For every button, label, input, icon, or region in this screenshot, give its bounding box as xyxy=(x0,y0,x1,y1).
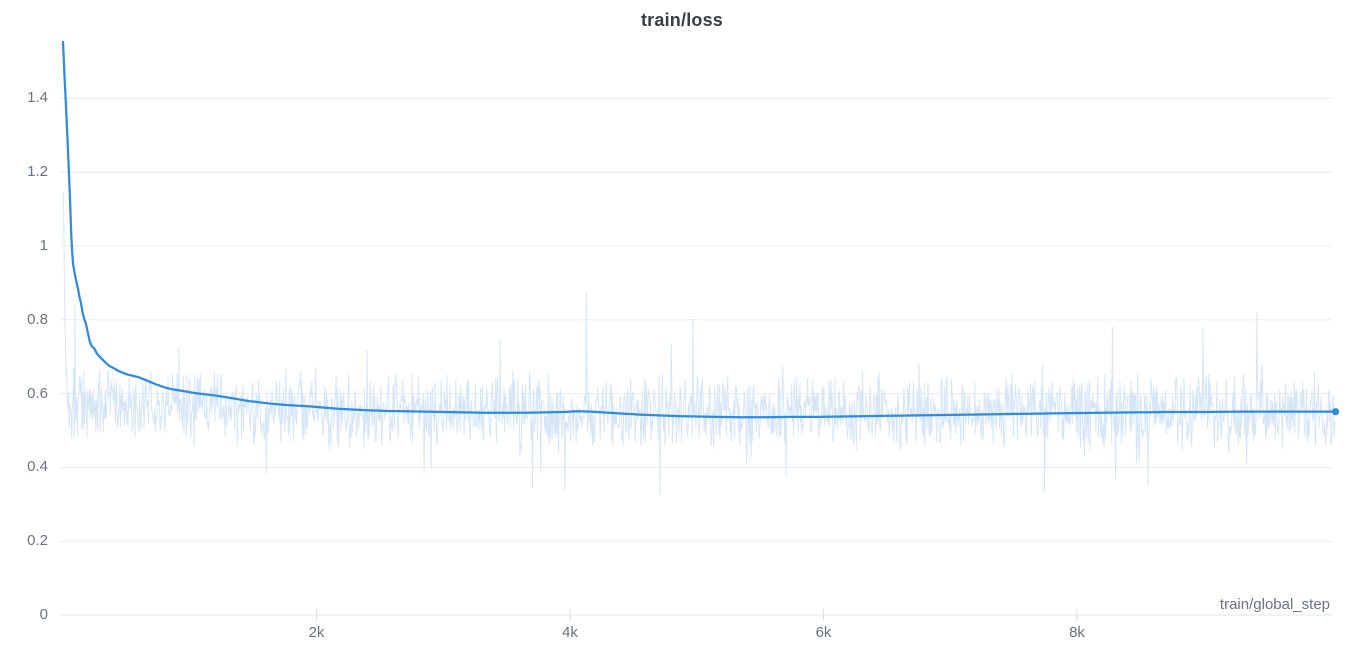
y-tick-label-0.6: 0.6 xyxy=(27,384,48,402)
smoothed-loss-line xyxy=(61,40,1337,419)
last-point-marker[interactable] xyxy=(1331,408,1340,416)
x-tick-label-6k: 6k xyxy=(815,624,832,641)
raw-loss-line xyxy=(63,192,1336,495)
y-tick-label-0.2: 0.2 xyxy=(27,532,48,550)
x-tick-label-4k: 4k xyxy=(562,624,578,641)
y-tick-label-1: 1 xyxy=(39,237,48,254)
y-tick-label-0: 0 xyxy=(39,606,48,623)
x-axis-title: train/global_step xyxy=(1219,596,1330,613)
x-tick-label-2k: 2k xyxy=(308,624,325,641)
y-tick-label-0.4: 0.4 xyxy=(27,458,48,476)
y-tick-label-1.2: 1.2 xyxy=(27,163,48,181)
x-tick-label-8k: 8k xyxy=(1069,624,1085,641)
y-tick-label-0.8: 0.8 xyxy=(27,310,48,328)
y-tick-label-1.4: 1.4 xyxy=(27,89,48,107)
chart-title: train/loss xyxy=(640,10,724,30)
